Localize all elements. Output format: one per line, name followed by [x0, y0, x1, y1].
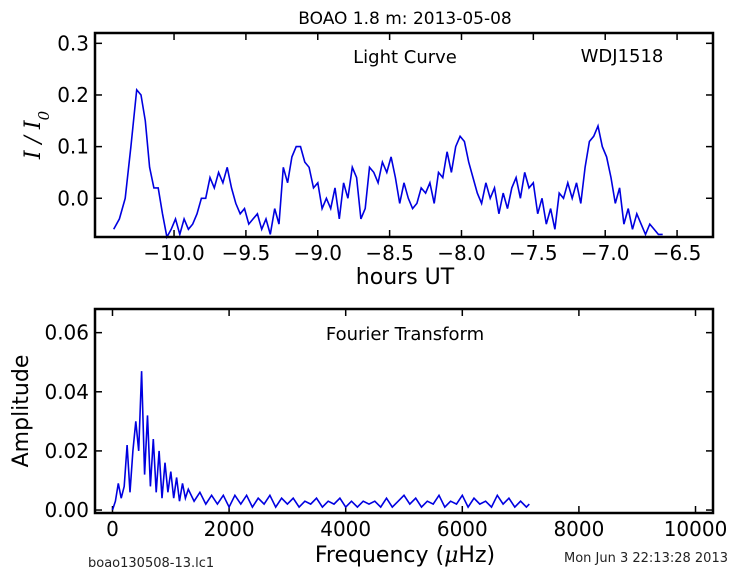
fourier-x-tick-label: 10000: [664, 517, 728, 541]
fourier-x-tick-label: 0: [106, 517, 119, 541]
light-curve-x-tick-label: −7.0: [581, 241, 630, 265]
fourier-y-tick-label: 0.02: [44, 439, 89, 463]
fourier-y-tick-label: 0.06: [44, 321, 89, 345]
light-curve-x-tick-label: −6.5: [653, 241, 702, 265]
fourier-x-tick-label: 8000: [553, 517, 604, 541]
light-curve-x-tick-label: −8.0: [437, 241, 486, 265]
fourier-line: [111, 371, 530, 511]
fourier-y-tick-label: 0.00: [44, 498, 89, 522]
fourier-ticks: 0 2000 4000 6000 8000 10000 0.00 0.02 0.04 0.06: [44, 309, 727, 541]
fourier-x-tick-label: 4000: [320, 517, 371, 541]
light-curve-y-tick-label: 0.2: [57, 83, 89, 107]
light-curve-x-label: hours UT: [356, 265, 455, 290]
light-curve-panel: −10.0 −9.5 −9.0 −8.5 −8.0 −7.5 −7.0 −6.5 0.0 0.1 0…: [21, 31, 715, 290]
light-curve-y-label: I / I0: [21, 110, 53, 160]
fourier-y-tick-label: 0.04: [44, 380, 89, 404]
footer-filename: boao130508-13.lc1: [88, 556, 214, 571]
fourier-y-label: Amplitude: [9, 355, 34, 468]
fourier-panel: 0 2000 4000 6000 8000 10000 0.00 0.02 0.04 0.06 F…: [9, 307, 727, 568]
light-curve-x-tick-label: −10.0: [143, 241, 204, 265]
light-curve-y-tick-label: 0.0: [57, 186, 89, 210]
fourier-x-label: Frequency (μHz): [315, 543, 495, 568]
fourier-x-tick-label: 6000: [437, 517, 488, 541]
fourier-frame: [93, 307, 715, 515]
light-curve-frame: [93, 31, 715, 239]
light-curve-line: [112, 87, 663, 240]
light-curve-x-tick-label: −8.5: [365, 241, 414, 265]
light-curve-x-tick-label: −7.5: [509, 241, 558, 265]
footer-timestamp: Mon Jun 3 22:13:28 2013: [564, 551, 728, 566]
figure-title: BOAO 1.8 m: 2013-05-08: [298, 9, 512, 29]
light-curve-x-tick-label: −9.5: [222, 241, 271, 265]
light-curve-title: Light Curve: [353, 47, 457, 68]
star-name-annotation: WDJ1518: [581, 46, 664, 67]
light-curve-y-tick-label: 0.1: [57, 135, 89, 159]
fourier-x-tick-label: 2000: [204, 517, 255, 541]
light-curve-ticks: −10.0 −9.5 −9.0 −8.5 −8.0 −7.5 −7.0 −6.5 0.0 0.1 0…: [57, 31, 713, 265]
light-curve-y-tick-label: 0.3: [57, 31, 89, 55]
light-curve-x-tick-label: −9.0: [293, 241, 342, 265]
fourier-title: Fourier Transform: [326, 324, 484, 345]
